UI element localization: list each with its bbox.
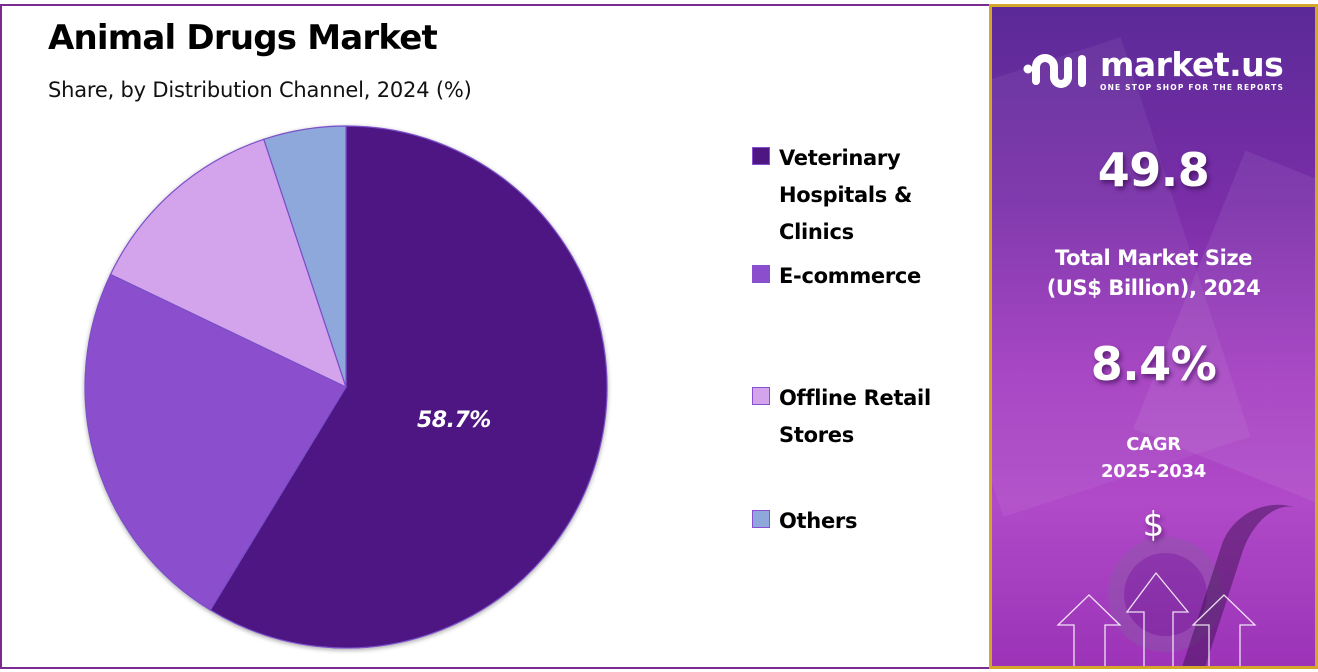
slice-label-veterinary: 58.7% <box>417 408 491 433</box>
market-size-value: 49.8 <box>1097 143 1210 197</box>
legend-item-offline-retail: Offline Retail Stores <box>752 380 954 454</box>
market-size-label-line2: (US$ Billion), 2024 <box>1046 276 1261 300</box>
legend-swatch-others <box>752 510 770 528</box>
pie-chart-svg <box>84 125 608 649</box>
legend-item-veterinary: Veterinary Hospitals & Clinics <box>752 140 939 251</box>
logo-mark-icon <box>1023 54 1086 88</box>
chart-subtitle: Share, by Distribution Channel, 2024 (%) <box>48 78 472 102</box>
cagr-label-line1: CAGR <box>1126 434 1181 455</box>
pie-slice-veterinary <box>209 125 608 649</box>
legend-swatch-veterinary <box>752 147 770 165</box>
legend-label-others: Others <box>779 509 858 533</box>
legend-label-veterinary: Veterinary Hospitals & Clinics <box>779 146 912 244</box>
logo-tagline: ONE STOP SHOP FOR THE REPORTS <box>1100 83 1285 92</box>
dollar-icon: $ <box>1142 505 1165 545</box>
growth-arrows-icon <box>1056 571 1257 666</box>
pie-slice-others <box>263 125 347 388</box>
logo-name: market.us <box>1100 45 1284 84</box>
legend-item-others: Others <box>752 503 969 540</box>
legend-label-offline-retail: Offline Retail Stores <box>779 386 931 447</box>
pie-slice-offline-retail <box>109 138 348 389</box>
summary-panel: market.us ONE STOP SHOP FOR THE REPORTS … <box>989 4 1318 669</box>
chart-title: Animal Drugs Market <box>48 18 438 58</box>
market-us-logo: market.us ONE STOP SHOP FOR THE REPORTS <box>1022 47 1284 93</box>
legend-label-ecommerce: E-commerce <box>779 264 921 288</box>
pie-chart <box>70 110 630 670</box>
cagr-label-line2: 2025-2034 <box>1101 461 1206 482</box>
legend-swatch-ecommerce <box>752 265 770 283</box>
legend-swatch-offline-retail <box>752 387 770 405</box>
market-size-label-line1: Total Market Size <box>1054 246 1253 270</box>
legend-item-ecommerce: E-commerce <box>752 258 969 295</box>
pie-slice-ecommerce <box>84 273 347 611</box>
cagr-value: 8.4% <box>1090 337 1217 391</box>
